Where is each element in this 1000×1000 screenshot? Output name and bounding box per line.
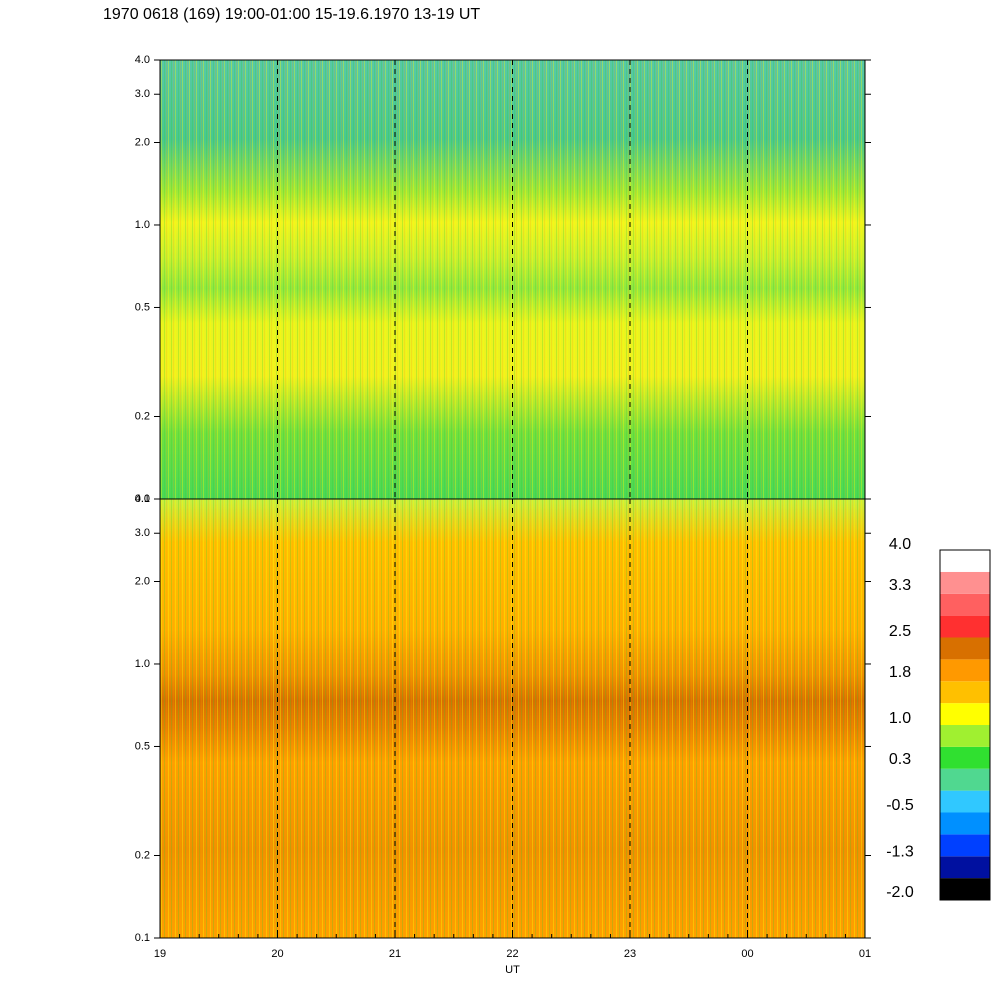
y-tick-label: 0.2 xyxy=(135,410,150,422)
y-tick-label: 2.0 xyxy=(135,575,150,587)
colorbar-tick-label: -0.5 xyxy=(886,797,914,814)
colorbar-band xyxy=(940,615,990,638)
x-tick-label: 22 xyxy=(506,948,518,960)
colorbar-band xyxy=(940,812,990,835)
colorbar-band xyxy=(940,878,990,900)
colorbar-tick-label: 4.0 xyxy=(889,536,911,553)
colorbar-tick-label: -2.0 xyxy=(886,884,914,901)
x-axis-label: UT xyxy=(505,964,520,976)
colorbar-tick-label: 1.0 xyxy=(889,710,911,727)
y-tick-label: 0.5 xyxy=(135,740,150,752)
y-tick-label: 0.1 xyxy=(135,493,150,505)
x-tick-label: 01 xyxy=(859,948,871,960)
colorbar-band xyxy=(940,637,990,660)
y-tick-label: 0.5 xyxy=(135,301,150,313)
x-tick-label: 20 xyxy=(271,948,283,960)
colorbar-tick-label: 3.3 xyxy=(889,577,911,594)
chart-title: 1970 0618 (169) 19:00-01:00 15-19.6.1970… xyxy=(103,6,480,23)
colorbar-band xyxy=(940,703,990,725)
y-tick-label: 4.0 xyxy=(135,493,150,505)
colorbar-band xyxy=(940,746,990,769)
colorbar-tick-label: -1.3 xyxy=(886,844,914,861)
colorbar-tick-label: 1.8 xyxy=(889,664,911,681)
y-tick-label: 3.0 xyxy=(135,527,150,539)
y-tick-label: 0.2 xyxy=(135,849,150,861)
y-tick-label: 3.0 xyxy=(135,88,150,100)
colorbar-band xyxy=(940,768,990,791)
colorbar-band xyxy=(940,593,990,616)
colorbar-band xyxy=(940,725,990,747)
x-tick-label: 19 xyxy=(154,948,166,960)
colorbar-band xyxy=(940,856,990,879)
colorbar-band xyxy=(940,550,990,572)
x-tick-label: 23 xyxy=(624,948,636,960)
y-tick-label: 0.1 xyxy=(135,932,150,944)
colorbar-band xyxy=(940,681,990,704)
x-tick-label: 00 xyxy=(741,948,753,960)
y-tick-label: 4.0 xyxy=(135,54,150,66)
y-tick-label: 1.0 xyxy=(135,658,150,670)
colorbar-band xyxy=(940,659,990,682)
colorbar-band xyxy=(940,790,990,813)
colorbar-tick-label: 2.5 xyxy=(889,623,911,640)
colorbar-tick-label: 0.3 xyxy=(889,751,911,768)
y-tick-label: 2.0 xyxy=(135,136,150,148)
colorbar-band xyxy=(940,571,990,594)
x-tick-label: 21 xyxy=(389,948,401,960)
y-tick-label: 1.0 xyxy=(135,219,150,231)
colorbar-frame xyxy=(939,549,991,901)
colorbar-band xyxy=(940,834,990,857)
